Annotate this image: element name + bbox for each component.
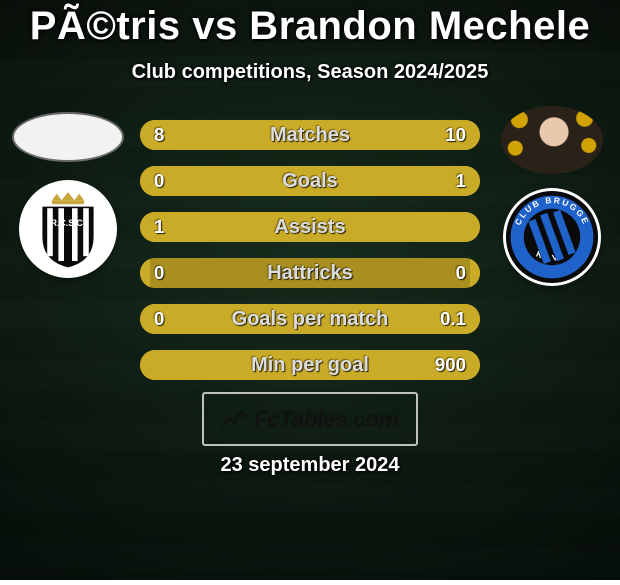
club-crest-left: R.C.S.C. — [19, 180, 117, 278]
stat-right-value: 10 — [445, 120, 466, 150]
stat-row: 0 Goals per match 0.1 — [140, 304, 480, 334]
stat-row: 0 Hattricks 0 — [140, 258, 480, 288]
date-text: 23 september 2024 — [0, 454, 620, 477]
stats-table: 8 Matches 10 0 Goals 1 1 Assists 0 Hattr… — [140, 120, 480, 396]
source-badge: FcTables.com — [202, 392, 418, 446]
stat-label: Hattricks — [140, 258, 480, 288]
source-badge-text: FcTables.com — [254, 406, 398, 433]
stat-row: Min per goal 900 — [140, 350, 480, 380]
stat-right-value: 900 — [435, 350, 466, 380]
stat-right-value: 0.1 — [440, 304, 466, 334]
club-crest-right: CLUB BRUGGE K.V. — [503, 188, 601, 286]
subtitle: Club competitions, Season 2024/2025 — [0, 61, 620, 84]
stat-row: 0 Goals 1 — [140, 166, 480, 196]
stat-right-value: 1 — [456, 166, 466, 196]
stat-row: 1 Assists — [140, 212, 480, 242]
page-title: PÃ©tris vs Brandon Mechele — [0, 0, 620, 49]
stat-label: Goals — [140, 166, 480, 196]
svg-text:R.C.S.C.: R.C.S.C. — [51, 218, 86, 228]
fctables-icon — [222, 408, 248, 430]
stat-row: 8 Matches 10 — [140, 120, 480, 150]
stat-label: Assists — [140, 212, 480, 242]
stat-right-value: 0 — [456, 258, 466, 288]
stat-label: Goals per match — [140, 304, 480, 334]
stat-label: Min per goal — [140, 350, 480, 380]
player-right-avatar — [501, 106, 603, 174]
stat-label: Matches — [140, 120, 480, 150]
player-left-avatar — [12, 112, 124, 162]
